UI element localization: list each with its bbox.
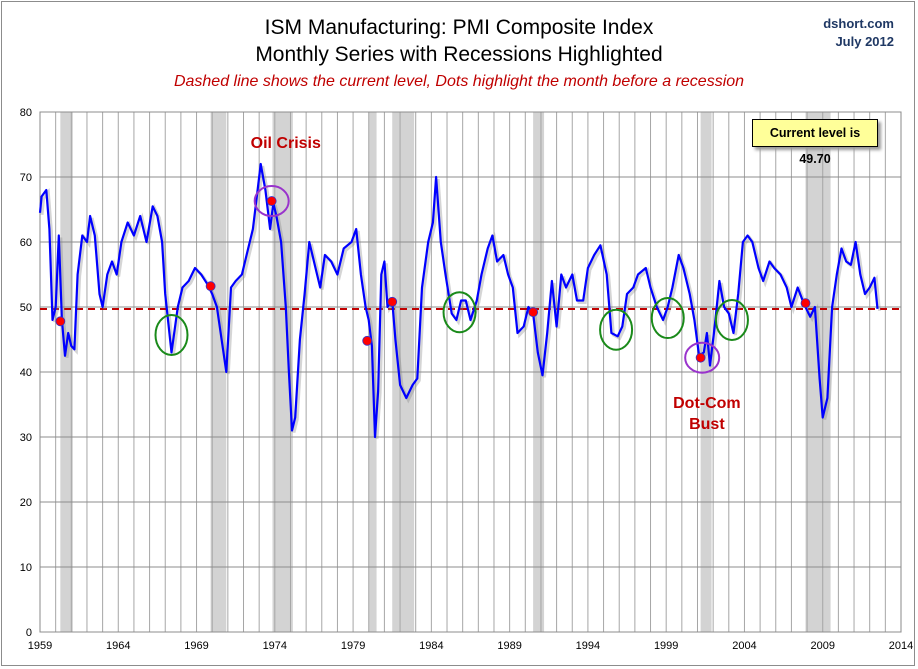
x-tick-label: 2004 bbox=[732, 640, 756, 652]
x-tick-label: 1994 bbox=[576, 640, 600, 652]
chart-note: Dashed line shows the current level, Dot… bbox=[173, 73, 745, 90]
pmi-series-line bbox=[38, 162, 879, 439]
pre-recession-dot bbox=[205, 281, 216, 292]
x-tick-label: 1999 bbox=[654, 640, 678, 652]
green-circle-annotation bbox=[599, 308, 634, 351]
x-tick-label: 1974 bbox=[263, 640, 287, 652]
pre-recession-dot bbox=[55, 316, 66, 327]
source-label: dshort.com bbox=[823, 16, 894, 31]
x-tick-label: 1959 bbox=[28, 640, 52, 652]
pre-recession-dot bbox=[695, 352, 706, 363]
y-tick-label: 30 bbox=[20, 432, 32, 444]
series-shadow bbox=[40, 165, 881, 440]
green-circle-annotation bbox=[154, 313, 189, 356]
x-tick-label: 1984 bbox=[419, 640, 443, 652]
chart-subtitle: Monthly Series with Recessions Highlight… bbox=[255, 43, 663, 66]
annotation-label: Bust bbox=[689, 416, 725, 433]
x-tick-label: 2014 bbox=[889, 640, 913, 652]
chart-title: ISM Manufacturing: PMI Composite Index bbox=[264, 16, 654, 39]
pre-recession-dot bbox=[387, 296, 398, 307]
green-circle-annotation bbox=[442, 291, 477, 334]
pre-recession-dot bbox=[266, 196, 277, 206]
purple-circle-annotation bbox=[684, 341, 721, 374]
pre-recession-dot bbox=[800, 298, 811, 309]
green-circle-annotation bbox=[650, 297, 685, 340]
x-tick-label: 1964 bbox=[106, 640, 130, 652]
y-tick-label: 40 bbox=[20, 367, 32, 379]
current-level-label: Current level is 49.70 bbox=[752, 119, 878, 166]
x-tick-label: 1979 bbox=[341, 640, 365, 652]
x-tick-label: 1969 bbox=[184, 640, 208, 652]
y-tick-label: 10 bbox=[20, 562, 32, 574]
x-tick-label: 2009 bbox=[810, 640, 834, 652]
purple-circle-annotation bbox=[253, 185, 290, 218]
green-circle-annotation bbox=[714, 299, 749, 341]
x-tick-label: 1989 bbox=[497, 640, 521, 652]
y-tick-label: 70 bbox=[20, 172, 32, 184]
date-label: July 2012 bbox=[835, 34, 894, 49]
y-tick-label: 0 bbox=[26, 627, 32, 639]
y-tick-label: 20 bbox=[20, 497, 32, 509]
pre-recession-dot bbox=[528, 307, 539, 318]
annotation-label: Oil Crisis bbox=[251, 135, 321, 152]
annotation-label: Dot-Com bbox=[673, 395, 741, 412]
y-tick-label: 60 bbox=[20, 237, 32, 249]
y-tick-label: 80 bbox=[20, 107, 32, 119]
y-tick-label: 50 bbox=[20, 302, 32, 314]
pre-recession-dot bbox=[362, 335, 373, 346]
